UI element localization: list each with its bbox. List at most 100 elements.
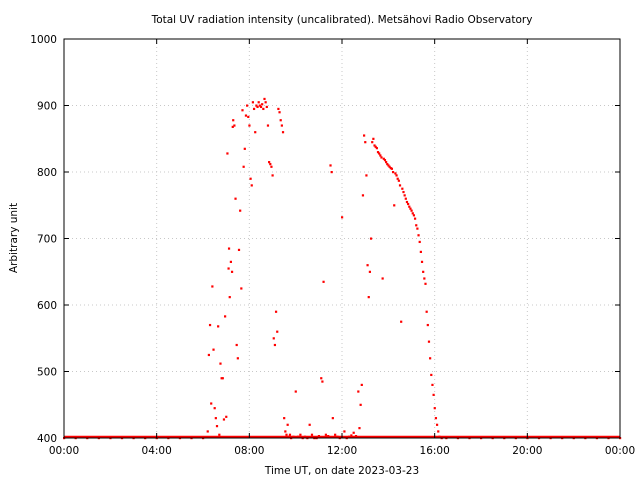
data-point (322, 280, 325, 283)
data-point (211, 285, 214, 288)
data-point (265, 105, 268, 109)
data-point (382, 157, 385, 160)
data-point (219, 362, 222, 365)
data-point (247, 115, 250, 119)
data-point (412, 214, 416, 217)
data-point (427, 340, 431, 343)
data-point (214, 417, 217, 420)
data-point (279, 119, 282, 122)
data-point (391, 171, 395, 174)
data-point (397, 179, 400, 182)
data-point (404, 197, 407, 200)
data-point (402, 190, 405, 194)
data-point (222, 418, 226, 421)
data-point (387, 164, 390, 167)
x-tick-label: 08:00 (234, 445, 264, 457)
data-point (277, 107, 280, 111)
data-point (398, 184, 402, 187)
data-point (252, 107, 256, 111)
data-point (317, 435, 321, 438)
data-point (208, 323, 212, 327)
data-point (264, 101, 267, 104)
data-point (437, 430, 440, 433)
data-point (237, 248, 241, 252)
data-point (227, 247, 231, 250)
chart-title: Total UV radiation intensity (uncalibrat… (151, 14, 533, 26)
data-point (438, 435, 441, 438)
data-point (371, 141, 374, 144)
data-point (244, 114, 248, 117)
data-point (413, 217, 417, 220)
data-point (269, 163, 272, 166)
data-point (283, 417, 286, 420)
grid-layer (64, 39, 620, 438)
data-point (271, 174, 274, 177)
data-point (217, 325, 220, 328)
data-point (231, 125, 234, 128)
data-point (347, 435, 351, 438)
data-point (331, 417, 334, 420)
data-point (324, 433, 327, 436)
data-point (232, 119, 235, 122)
data-point (357, 390, 360, 393)
y-tick-label: 900 (37, 101, 57, 113)
data-point (280, 124, 283, 127)
data-point (242, 165, 245, 168)
data-point (407, 202, 410, 206)
data-point (239, 209, 242, 212)
data-point (212, 348, 215, 351)
data-point (334, 433, 337, 436)
data-point (257, 101, 260, 104)
data-point (230, 270, 234, 273)
data-point (403, 194, 406, 197)
data-point (228, 296, 231, 299)
x-axis-label: Time UT, on date 2023-03-23 (264, 465, 419, 477)
data-point (405, 200, 409, 204)
data-point (270, 165, 273, 168)
data-point (234, 197, 237, 200)
data-point (310, 433, 314, 436)
data-point (285, 433, 288, 436)
x-tick-label: 04:00 (142, 445, 172, 457)
data-point (378, 152, 381, 155)
data-point (343, 430, 346, 433)
data-point (336, 435, 339, 438)
data-point (303, 435, 307, 438)
data-point (435, 423, 439, 426)
data-point (308, 423, 311, 426)
data-point (432, 393, 435, 396)
data-point (385, 161, 388, 164)
data-point (294, 390, 297, 393)
axis-ticks: 00:00 04:00 08:00 12:00 16:00 20:00 00:0040050… (30, 34, 635, 457)
data-point (278, 111, 281, 114)
data-point (341, 216, 344, 219)
data-point (210, 402, 213, 405)
data-point (287, 435, 290, 438)
data-point (376, 151, 380, 154)
data-point (227, 267, 230, 270)
data-point (258, 104, 261, 107)
data-point (241, 109, 244, 112)
data-point (320, 377, 323, 380)
data-point (366, 264, 369, 267)
y-tick-label: 500 (37, 367, 57, 379)
data-point (400, 320, 403, 323)
data-point (262, 107, 265, 111)
data-point (229, 260, 232, 263)
data-point (327, 435, 330, 438)
data-point (389, 167, 392, 170)
data-point (218, 433, 221, 436)
data-point (364, 141, 367, 144)
data-point (416, 227, 419, 230)
y-tick-label: 600 (37, 300, 57, 312)
data-point (268, 161, 271, 164)
data-point (409, 207, 412, 210)
data-point (272, 337, 275, 340)
data-point (274, 310, 278, 313)
data-point (390, 167, 394, 170)
data-point (352, 431, 355, 434)
data-point (354, 435, 358, 438)
data-point (424, 282, 427, 285)
data-point (225, 415, 228, 418)
